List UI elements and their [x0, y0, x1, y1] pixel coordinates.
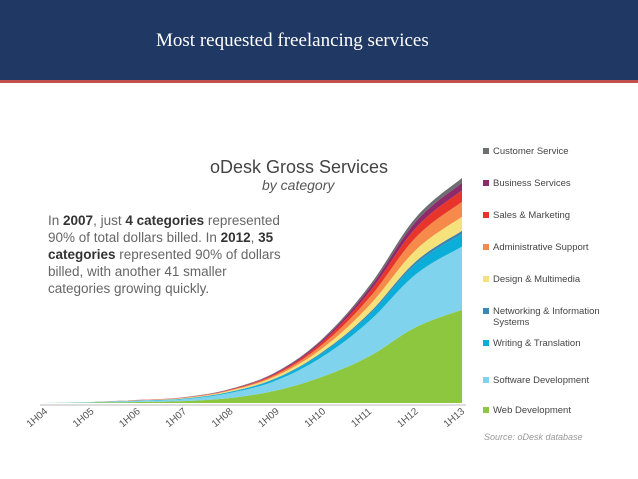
- x-tick-label-1h09: 1H09: [256, 406, 282, 430]
- annotation-text-3: represented 90% of total dollars billed.…: [48, 213, 280, 245]
- legend-label: Networking & Information Systems: [493, 306, 600, 328]
- annotation-year-2007: 2007: [63, 213, 94, 228]
- x-tick-label-1h06: 1H06: [117, 406, 143, 430]
- legend-swatch: [483, 308, 489, 314]
- x-tick-labels: 1H04 1H05 1H06 1H07 1H08 1H09 1H10 1H11 1H12 1H13: [25, 406, 468, 430]
- annotation-text-2: , just: [93, 213, 126, 228]
- x-tick-label-1h05: 1H05: [71, 406, 97, 430]
- annotation-count-35: 35 categories: [48, 230, 274, 262]
- legend-swatch: [483, 340, 489, 346]
- legend-swatch: [483, 407, 489, 413]
- x-tick-label-1h04: 1H04: [25, 406, 51, 430]
- x-tick-label-1h08: 1H08: [210, 406, 236, 430]
- legend-label: Web Development: [493, 405, 571, 416]
- legend-swatch: [483, 212, 489, 218]
- annotation-count-4: 4 categories: [125, 213, 205, 228]
- legend-label: Administrative Support: [493, 242, 589, 253]
- legend-label: Sales & Marketing: [493, 210, 571, 221]
- legend-swatch: [483, 148, 489, 154]
- legend-swatch: [483, 276, 489, 282]
- chart-title: oDesk Gross Services: [210, 157, 389, 177]
- legend-label: Writing & Translation: [493, 338, 581, 349]
- legend-swatch: [483, 377, 489, 383]
- legend-label: Software Development: [493, 375, 590, 386]
- legend-swatch: [483, 180, 489, 186]
- x-tick-label-1h13: 1H13: [442, 406, 468, 430]
- legend-swatch: [483, 244, 489, 250]
- x-tick-label-1h10: 1H10: [303, 406, 329, 430]
- x-tick-label-1h07: 1H07: [164, 406, 190, 430]
- annotation-text-4: ,: [250, 230, 259, 245]
- annotation-text-1: In: [48, 213, 64, 228]
- source-note: Source: oDesk database: [484, 432, 583, 442]
- annotation-year-2012: 2012: [220, 230, 251, 245]
- x-tick-label-1h12: 1H12: [395, 406, 421, 430]
- slide-header: [0, 0, 638, 80]
- area-software-development: [45, 246, 462, 403]
- slide-title: Most requested freelancing services: [156, 30, 429, 51]
- area-web-development: [45, 309, 462, 403]
- chart-subtitle: by category: [262, 177, 335, 193]
- legend-label: Design & Multimedia: [493, 274, 581, 285]
- annotation-text-5: represented 90% of dollars billed, with …: [48, 247, 281, 296]
- legend-label: Business Services: [493, 178, 571, 189]
- legend-label: Customer Service: [493, 146, 569, 157]
- x-tick-label-1h11: 1H11: [349, 406, 374, 430]
- slide-header-divider: [0, 80, 638, 83]
- chart-annotation: In 2007, just 4 categories represented 9…: [48, 212, 288, 297]
- chart-areas: [45, 178, 462, 403]
